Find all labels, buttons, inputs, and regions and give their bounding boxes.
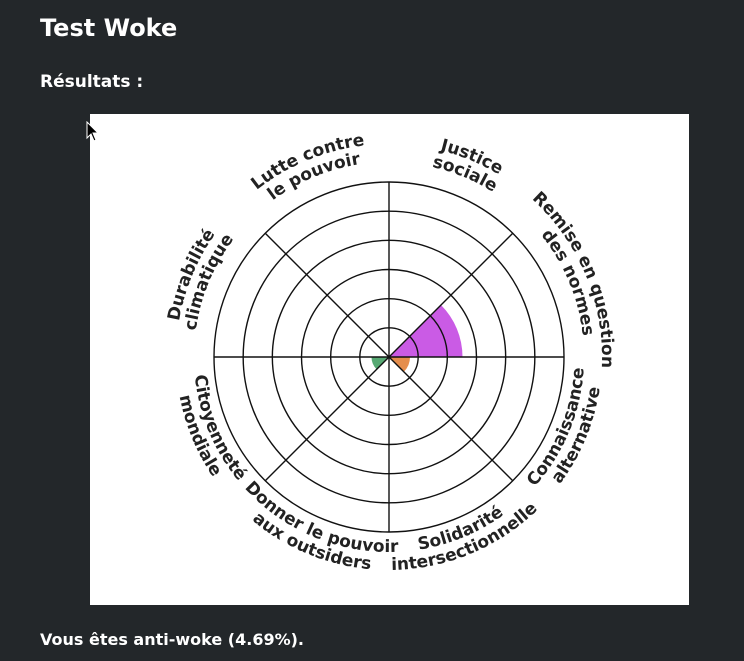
radar-chart: Justice sociale Remise en question des norm… — [90, 114, 689, 605]
result-verdict: Vous êtes anti-woke (4.69%). — [40, 630, 305, 649]
radar-spoke — [388, 232, 514, 358]
radar-wedge — [389, 357, 410, 372]
results-label: Résultats : — [40, 72, 144, 92]
page-title: Test Woke — [40, 14, 178, 42]
mouse-cursor-icon — [86, 121, 100, 142]
radar-wedge — [371, 357, 389, 370]
radar-spoke — [388, 356, 514, 482]
radar-wedge — [389, 305, 463, 357]
radar-spoke — [264, 232, 390, 358]
radar-spoke — [264, 356, 390, 482]
